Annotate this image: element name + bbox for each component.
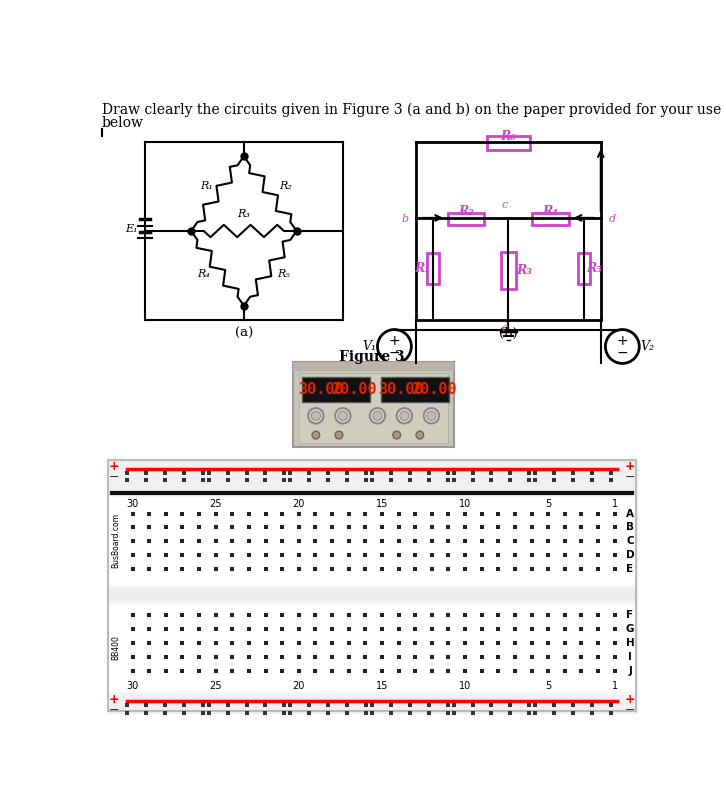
Text: 25: 25 [210,681,222,691]
Text: 1: 1 [611,681,618,691]
Circle shape [370,408,386,423]
Text: 20: 20 [293,500,305,509]
Text: 20: 20 [293,681,305,691]
Text: 20.00: 20.00 [332,382,378,397]
Bar [487,136,529,150]
Text: V₂: V₂ [640,340,654,353]
Text: V₁: V₁ [363,340,377,353]
Text: Draw clearly the circuits given in Figure 3 (a and b) on the paper provided for : Draw clearly the circuits given in Figur… [102,103,721,117]
Circle shape [396,408,412,423]
Text: R₂: R₂ [280,181,292,191]
Circle shape [312,431,319,439]
Bar [578,253,590,284]
Text: 15: 15 [376,500,388,509]
Circle shape [311,411,320,420]
Bar [108,588,636,602]
Bar [299,374,449,443]
Text: R₅: R₅ [587,262,603,275]
Text: +: + [624,460,635,473]
Text: 30.00: 30.00 [298,382,344,397]
Text: Figure 3: Figure 3 [339,350,405,364]
Text: 5: 5 [545,681,551,691]
Text: 1: 1 [611,500,618,509]
Text: R₄: R₄ [197,269,210,279]
Text: −: − [109,703,119,716]
Text: −: − [625,703,635,716]
Text: D: D [626,550,635,560]
Text: 30: 30 [126,500,139,509]
Text: 10: 10 [459,500,471,509]
Text: below: below [102,116,144,130]
Text: F: F [627,610,634,620]
Text: R₆: R₆ [500,130,516,143]
Circle shape [393,431,401,439]
Text: G: G [626,624,635,634]
Bar [427,253,439,284]
Text: 5: 5 [545,500,551,509]
Bar [501,252,516,290]
Bar [108,462,636,494]
Bar [108,460,636,712]
Circle shape [335,431,343,439]
Text: 25: 25 [210,500,222,509]
Text: BB400: BB400 [111,635,121,660]
Bar [108,695,636,727]
Text: R₁: R₁ [415,262,430,275]
Text: (b): (b) [499,327,518,340]
Text: J: J [628,666,632,675]
Circle shape [400,411,409,420]
Text: R₁: R₁ [200,181,213,191]
Text: H: H [626,638,635,648]
Bar [293,362,454,371]
Bar [381,377,449,402]
Text: c: c [502,200,507,210]
Text: C: C [627,537,634,546]
Circle shape [427,411,436,420]
Text: R₃: R₃ [516,264,531,277]
Text: E₁: E₁ [125,224,137,233]
Text: −: − [109,471,119,484]
Bar [108,604,636,692]
Bar [108,460,636,711]
Text: R₂: R₂ [458,205,474,218]
Bar [302,377,370,402]
Circle shape [335,408,351,423]
Text: (a): (a) [234,327,253,340]
Text: +: + [616,334,628,348]
Bar [108,496,636,585]
Circle shape [416,431,424,439]
Text: 10: 10 [459,681,471,691]
Text: R₃: R₃ [237,209,250,219]
Text: 20.00: 20.00 [411,382,457,397]
Text: A: A [626,508,634,519]
Circle shape [338,411,348,420]
Text: b: b [401,214,408,225]
Text: 30: 30 [126,681,139,691]
Text: R₅: R₅ [277,269,290,279]
Bar [293,362,454,447]
Text: +: + [624,693,635,706]
Circle shape [308,408,324,423]
Text: 30.00: 30.00 [378,382,423,397]
Text: −: − [616,346,628,359]
Text: −: − [388,346,400,359]
Bar [447,213,484,225]
Text: +: + [109,693,120,706]
Text: E: E [627,564,634,574]
Text: 15: 15 [376,681,388,691]
Text: R₄: R₄ [543,205,558,218]
Text: I: I [628,652,632,662]
Text: +: + [109,460,120,473]
Circle shape [373,411,382,420]
Circle shape [424,408,439,423]
Text: −: − [625,471,635,484]
Text: +: + [388,334,400,348]
Bar [532,213,569,225]
Text: B: B [626,522,634,533]
Text: a: a [501,323,507,334]
Text: BusBoard.com: BusBoard.com [111,513,121,569]
Text: d: d [608,214,616,225]
